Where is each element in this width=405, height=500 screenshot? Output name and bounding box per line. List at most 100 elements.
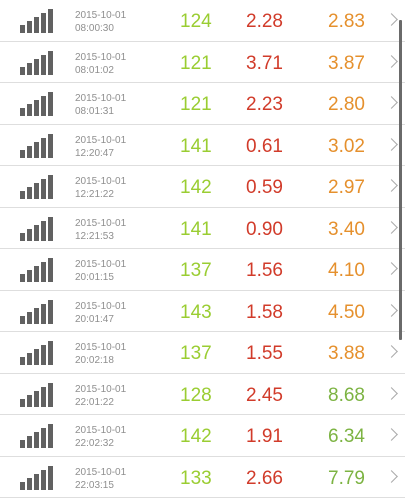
- chevron-right-icon[interactable]: [385, 96, 398, 109]
- date-text: 2015-10-01: [75, 342, 127, 353]
- value-1: 0.59: [246, 177, 283, 198]
- value-2: 3.02: [328, 135, 365, 157]
- time-text: 20:02:18: [75, 355, 114, 366]
- time-text: 08:01:31: [75, 106, 114, 117]
- count-value: 124: [180, 11, 212, 32]
- list-item[interactable]: 2015-10-01 20:02:18 137 1.55 3.88: [0, 332, 405, 374]
- value-1: 2.23: [246, 94, 283, 115]
- list-item[interactable]: 2015-10-01 12:20:47 141 0.61 3.02: [0, 125, 405, 166]
- list-item[interactable]: 2015-10-01 12:21:53 141 0.90 3.40: [0, 208, 405, 249]
- count-value: 143: [180, 301, 212, 323]
- time-text: 12:20:47: [75, 147, 114, 159]
- list-item[interactable]: 2015-10-01 08:00:30 124 2.28 2.83: [0, 0, 405, 42]
- value-2: 2.83: [328, 11, 365, 32]
- list-item[interactable]: 2015-10-01 08:01:31 121 2.23 2.80: [0, 83, 405, 125]
- signal-bars-icon: [20, 424, 54, 448]
- date-text: 2015-10-01: [75, 134, 127, 146]
- timestamp: 2015-10-01 12:21:22: [75, 175, 126, 201]
- date-text: 2015-10-01: [75, 93, 127, 104]
- chevron-right-icon[interactable]: [385, 13, 398, 26]
- value-2: 2.97: [328, 177, 365, 198]
- chevron-right-icon[interactable]: [385, 179, 398, 192]
- count-value: 141: [180, 135, 212, 157]
- signal-bars-icon: [20, 175, 54, 199]
- count-value: 128: [180, 384, 212, 406]
- value-1: 0.90: [246, 218, 283, 240]
- value-2: 8.68: [328, 384, 365, 406]
- time-text: 22:02:32: [75, 438, 114, 449]
- time-text: 22:01:22: [75, 396, 114, 408]
- date-text: 2015-10-01: [75, 300, 127, 312]
- value-1: 2.45: [246, 384, 283, 406]
- chevron-right-icon[interactable]: [385, 303, 398, 317]
- date-text: 2015-10-01: [75, 10, 127, 21]
- list-item[interactable]: 2015-10-01 20:01:47 143 1.58 4.50: [0, 291, 405, 332]
- timestamp: 2015-10-01 22:03:15: [75, 466, 126, 492]
- count-value: 121: [180, 94, 212, 115]
- list-item[interactable]: 2015-10-01 20:01:15 137 1.56 4.10: [0, 249, 405, 291]
- chevron-right-icon[interactable]: [385, 345, 398, 358]
- timestamp: 2015-10-01 08:01:02: [75, 51, 126, 77]
- list-item[interactable]: 2015-10-01 22:03:15 133 2.66 7.79: [0, 457, 405, 498]
- chevron-right-icon[interactable]: [385, 428, 398, 441]
- value-2: 3.40: [328, 218, 365, 240]
- list-item[interactable]: 2015-10-01 22:02:32 142 1.91 6.34: [0, 415, 405, 457]
- value-1: 1.55: [246, 343, 283, 364]
- timestamp: 2015-10-01 08:00:30: [75, 9, 126, 35]
- scrollbar[interactable]: [399, 20, 402, 340]
- chevron-right-icon[interactable]: [385, 220, 398, 234]
- signal-bars-icon: [20, 216, 54, 241]
- signal-bars-icon: [20, 92, 54, 116]
- count-value: 137: [180, 260, 212, 281]
- time-text: 08:01:02: [75, 64, 114, 76]
- date-text: 2015-10-01: [75, 383, 127, 395]
- signal-bars-icon: [20, 341, 54, 365]
- value-1: 1.56: [246, 260, 283, 281]
- list-item[interactable]: 2015-10-01 22:01:22 128 2.45 8.68: [0, 374, 405, 415]
- list-item[interactable]: 2015-10-01 08:01:02 121 3.71 3.87: [0, 42, 405, 83]
- count-value: 142: [180, 426, 212, 447]
- time-text: 20:01:15: [75, 272, 114, 283]
- timestamp: 2015-10-01 22:02:32: [75, 424, 126, 450]
- signal-bars-icon: [20, 50, 54, 75]
- date-text: 2015-10-01: [75, 217, 127, 229]
- value-2: 4.10: [328, 260, 365, 281]
- date-text: 2015-10-01: [75, 259, 127, 270]
- signal-bars-icon: [20, 299, 54, 324]
- list-item[interactable]: 2015-10-01 12:21:22 142 0.59 2.97: [0, 166, 405, 208]
- count-value: 133: [180, 467, 212, 489]
- signal-bars-icon: [20, 133, 54, 158]
- value-2: 7.79: [328, 467, 365, 489]
- timestamp: 2015-10-01 20:01:47: [75, 300, 126, 326]
- value-2: 4.50: [328, 301, 365, 323]
- signal-bars-icon: [20, 9, 54, 33]
- value-2: 2.80: [328, 94, 365, 115]
- value-1: 0.61: [246, 135, 283, 157]
- timestamp: 2015-10-01 22:01:22: [75, 383, 126, 409]
- time-text: 08:00:30: [75, 23, 114, 34]
- value-2: 6.34: [328, 426, 365, 447]
- value-1: 1.58: [246, 301, 283, 323]
- timestamp: 2015-10-01 20:02:18: [75, 341, 126, 367]
- chevron-right-icon[interactable]: [385, 386, 398, 400]
- value-1: 1.91: [246, 426, 283, 447]
- value-1: 2.66: [246, 467, 283, 489]
- value-2: 3.87: [328, 52, 365, 74]
- time-text: 12:21:53: [75, 230, 114, 242]
- count-value: 137: [180, 343, 212, 364]
- timestamp: 2015-10-01 12:20:47: [75, 134, 126, 160]
- count-value: 141: [180, 218, 212, 240]
- time-text: 12:21:22: [75, 189, 114, 200]
- chevron-right-icon[interactable]: [385, 469, 398, 483]
- count-value: 142: [180, 177, 212, 198]
- chevron-right-icon[interactable]: [385, 54, 398, 68]
- time-text: 20:01:47: [75, 313, 114, 325]
- date-text: 2015-10-01: [75, 51, 127, 63]
- count-value: 121: [180, 52, 212, 74]
- time-text: 22:03:15: [75, 479, 114, 491]
- chevron-right-icon[interactable]: [385, 137, 398, 151]
- chevron-right-icon[interactable]: [385, 262, 398, 275]
- value-2: 3.88: [328, 343, 365, 364]
- date-text: 2015-10-01: [75, 425, 127, 436]
